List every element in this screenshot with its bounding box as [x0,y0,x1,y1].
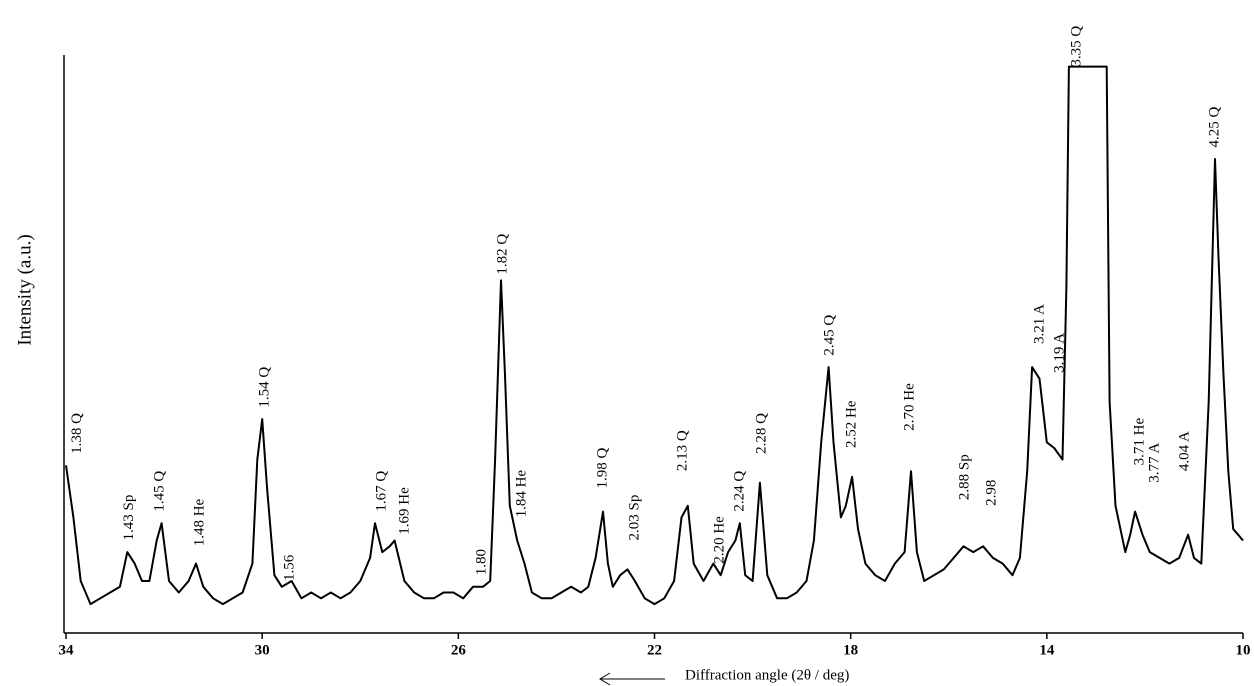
peak-label: 1.43 Sp [121,495,137,541]
peak-label: 4.25 Q [1206,106,1222,147]
peak-label: 1.80 [473,549,489,575]
peak-label: 3.77 A [1147,443,1163,483]
peak-label: 1.82 Q [494,234,510,275]
peak-label: 3.21 A [1031,304,1047,344]
peak-label: 2.20 He [712,516,728,564]
peak-label: 1.45 Q [152,471,168,512]
peak-label: 4.04 A [1177,431,1193,471]
x-tick-label: 22 [647,642,662,658]
peak-label: 3.35 Q [1069,26,1085,67]
peak-label: 2.24 Q [731,471,747,512]
peak-label: 1.54 Q [257,367,273,408]
x-tick-label: 34 [59,642,75,658]
peak-label: 1.69 He [396,487,412,535]
peak-label: 3.71 He [1131,418,1147,466]
data-line [65,65,1244,606]
peak-label: 1.56 [282,554,298,581]
x-tick-label: 26 [451,642,467,658]
peak-label: 1.98 Q [594,448,610,489]
peak-label: 2.88 Sp [956,454,972,500]
peak-label: 1.38 Q [69,413,85,454]
x-axis-label: Diffraction angle (2θ / deg) [685,667,849,683]
peak-label: 2.70 He [901,383,917,431]
x-axis-arrow [599,672,665,686]
peak-label: 2.98 [983,480,999,506]
peak-label: 2.13 Q [674,430,690,471]
x-tick-label: 30 [255,642,270,658]
peak-label: 2.28 Q [753,413,769,454]
peak-label: 2.52 He [844,400,860,448]
peak-label: 1.84 He [514,470,530,518]
peak-label: 3.19 A [1052,333,1068,373]
x-tick-label: 14 [1039,642,1055,658]
peak-label: 2.03 Sp [626,495,642,541]
peak-label: 1.67 Q [373,471,389,512]
x-tick-label: 10 [1236,642,1251,658]
x-tick-label: 18 [843,642,858,658]
peak-label: 1.48 He [191,498,207,546]
peak-label: 2.45 Q [822,315,838,356]
y-axis-label: Intensity (a.u.) [14,234,35,345]
